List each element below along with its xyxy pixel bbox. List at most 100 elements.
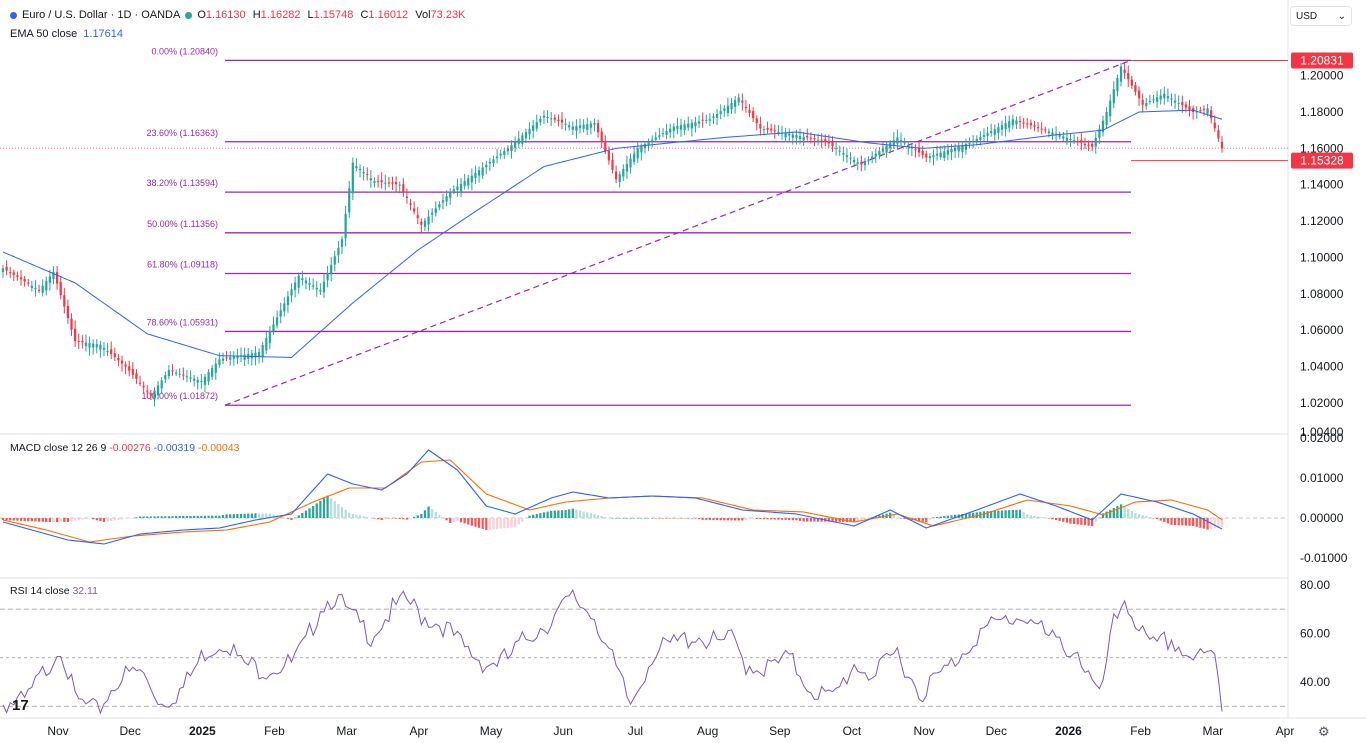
candle	[586, 117, 589, 136]
macd-histogram-bar	[643, 518, 647, 519]
candle	[517, 130, 520, 148]
candle-body	[387, 182, 391, 184]
macd-histogram-bar	[1112, 507, 1115, 518]
symbol-flag-icon	[10, 11, 17, 19]
time-tick-label: Oct	[843, 724, 862, 738]
candle	[633, 146, 636, 165]
tradingview-logo[interactable]: 17	[12, 697, 29, 714]
macd-histogram-bar	[398, 518, 401, 519]
candle	[874, 148, 877, 163]
candle	[762, 125, 766, 136]
macd-histogram-bar	[102, 518, 106, 522]
candle	[914, 144, 917, 158]
candle-body	[135, 373, 138, 380]
candle-body	[679, 125, 683, 130]
macd-tick-label: 0.00000	[1300, 511, 1344, 525]
candle	[982, 128, 986, 143]
candle-body	[1004, 123, 1007, 130]
candle-body	[174, 372, 178, 374]
macd-histogram-bar	[19, 518, 23, 521]
macd-legend[interactable]: MACD close 12 26 9 -0.00276 -0.00319 -0.…	[10, 442, 239, 454]
candle-body	[986, 133, 989, 136]
candle-body	[964, 144, 968, 150]
macd-histogram-bar	[1127, 508, 1130, 518]
candle	[92, 339, 95, 355]
macd-histogram-bar	[1008, 510, 1011, 518]
candle-body	[510, 145, 513, 152]
macd-title: MACD close 12 26 9	[10, 442, 107, 454]
candle-body	[474, 172, 477, 179]
macd-histogram-bar	[806, 518, 809, 522]
macd-histogram-bar	[982, 511, 986, 518]
macd-histogram-bar	[1065, 518, 1069, 523]
candle-body	[138, 382, 142, 384]
candle	[63, 287, 66, 314]
candle	[1195, 105, 1198, 119]
macd-histogram-bar	[550, 510, 553, 518]
candle	[481, 162, 484, 180]
candle	[943, 145, 946, 162]
candle-body	[358, 168, 362, 170]
macd-histogram-bar	[1195, 518, 1198, 527]
candle-body	[1087, 144, 1090, 146]
ema-legend[interactable]: EMA 50 close 1.17614	[10, 28, 123, 40]
candle-body	[730, 102, 733, 110]
macd-histogram-bar	[153, 516, 156, 518]
macd-histogram-bar	[1199, 518, 1202, 528]
macd-histogram-bar	[193, 515, 196, 518]
macd-histogram-bar	[622, 518, 625, 519]
candle-body	[788, 133, 791, 136]
candle	[651, 135, 654, 148]
macd-histogram-bar	[946, 515, 950, 518]
price-axes[interactable]: 1.20000 1.18000 1.16000 1.14000 1.12000 1.100…	[1131, 52, 1353, 689]
candle-body	[694, 122, 697, 127]
candle	[207, 369, 210, 386]
candle	[524, 128, 528, 144]
time-tick-label: Dec	[120, 724, 141, 738]
macd-hist-value: -0.00276	[109, 442, 151, 454]
symbol-title[interactable]: Euro / U.S. Dollar · 1D · OANDA	[22, 9, 181, 21]
candle-body	[795, 135, 798, 138]
fibonacci-retracement[interactable]: 0.00% (1.20840) 23.60% (1.16363) 38.20% (1…	[141, 46, 1131, 406]
macd-histogram-bar	[1004, 510, 1007, 518]
candle-body	[744, 107, 748, 109]
candle-body	[593, 122, 596, 125]
macd-histogram-bar	[683, 518, 686, 519]
currency-select[interactable]: USD ⌄	[1290, 6, 1352, 26]
candle-body	[434, 208, 437, 214]
candle-body	[661, 133, 665, 135]
candle-body	[701, 119, 704, 121]
macd-histogram-bar	[391, 518, 394, 519]
candle-body	[506, 148, 510, 152]
time-axis[interactable]: Nov Dec 2025 Feb Mar Apr May Jun Jul Aug Sep Oct Nov…	[47, 724, 1294, 738]
rsi-legend[interactable]: RSI 14 close 32.11	[10, 585, 98, 597]
macd-histogram-bar	[914, 518, 917, 521]
candle	[607, 146, 611, 165]
candle-body	[441, 200, 445, 203]
candle-body	[229, 357, 232, 360]
macd-histogram-bar	[52, 518, 55, 522]
candle	[784, 127, 787, 143]
candle-body	[431, 212, 434, 215]
candle	[445, 190, 448, 207]
gear-icon[interactable]: ⚙	[1318, 724, 1330, 739]
macd-histogram-bar	[221, 515, 225, 518]
candle-body	[452, 189, 455, 192]
candle	[831, 136, 834, 152]
macd-histogram-bar	[845, 518, 849, 522]
candle-body	[376, 181, 380, 183]
candle-body	[74, 328, 77, 342]
candle	[128, 360, 131, 377]
macd-histogram-bar	[791, 518, 794, 521]
macd-histogram-bar	[30, 518, 33, 522]
candle	[535, 114, 538, 132]
candle	[777, 125, 780, 136]
candle	[337, 241, 340, 264]
candle-body	[806, 135, 809, 138]
candle	[1145, 97, 1148, 110]
macd-tick-label: 0.02000	[1300, 431, 1344, 445]
candle	[1065, 130, 1069, 146]
candle-body	[535, 122, 538, 129]
fib-trend-line	[224, 59, 1132, 406]
